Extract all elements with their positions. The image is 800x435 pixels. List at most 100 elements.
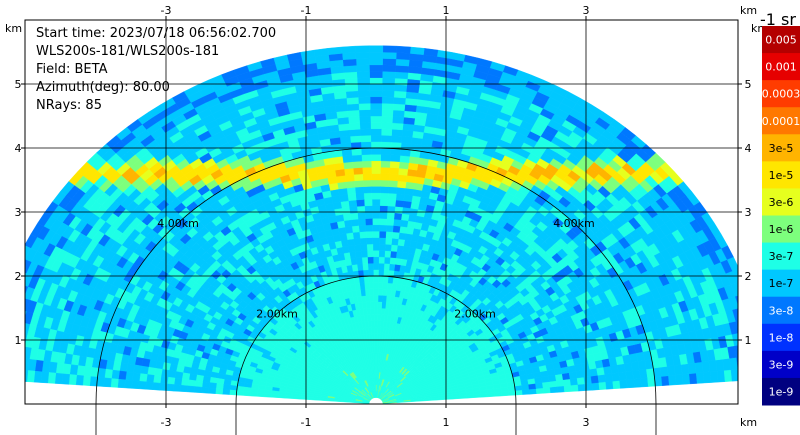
beta-cell	[341, 52, 357, 60]
beta-cell	[380, 320, 385, 328]
beta-cell	[393, 84, 408, 92]
beta-cell	[365, 224, 373, 232]
beta-cell	[388, 263, 396, 271]
beta-cell	[380, 141, 392, 149]
beta-cell	[389, 154, 401, 162]
beta-cell	[378, 250, 386, 258]
beta-cell	[3, 306, 13, 320]
beta-cell	[208, 382, 217, 389]
beta-cell	[743, 356, 752, 369]
unit-label: km	[5, 22, 22, 35]
beta-cell	[348, 199, 358, 208]
beta-cell	[364, 205, 373, 213]
beta-cell	[343, 219, 353, 228]
beta-cell	[382, 58, 397, 66]
y-tick-label-right: 5	[745, 78, 752, 91]
beta-cell	[373, 275, 379, 283]
beta-cell	[187, 379, 197, 387]
beta-cell	[340, 200, 350, 209]
beta-cell	[327, 46, 343, 55]
beta-field-cells	[0, 45, 752, 404]
beta-cell	[61, 373, 70, 385]
beta-cell	[399, 219, 409, 228]
beta-cell	[0, 304, 6, 318]
beta-cell	[103, 377, 112, 388]
beta-cell	[385, 295, 391, 303]
beta-cell	[675, 374, 684, 386]
x-tick-label-top: 3	[583, 4, 590, 17]
colorbar: 0.0050.0010.00030.00013e-51e-53e-61e-63e…	[760, 10, 800, 406]
beta-cell	[342, 161, 354, 170]
beta-cell	[361, 256, 369, 264]
beta-cell	[389, 167, 400, 175]
beta-cell	[394, 257, 402, 266]
beta-cell	[359, 128, 372, 136]
beta-cell	[25, 369, 29, 382]
beta-cell	[13, 369, 21, 381]
beta-cell	[222, 384, 231, 391]
beta-cell	[250, 391, 258, 397]
beta-cell	[379, 211, 388, 219]
beta-cell	[341, 45, 356, 54]
beta-cell	[125, 371, 134, 381]
beta-cell	[372, 211, 380, 219]
beta-cell	[370, 314, 375, 322]
x-tick-label-top: -1	[301, 4, 312, 17]
beta-cell	[381, 83, 395, 92]
beta-cell	[372, 243, 380, 251]
beta-cell	[377, 326, 381, 334]
beta-cell	[370, 141, 382, 149]
beta-cell	[369, 90, 383, 98]
beta-cell	[397, 167, 409, 176]
beta-cell	[370, 115, 382, 123]
beta-cell	[362, 269, 369, 277]
beta-cell	[2, 344, 11, 357]
beta-cell	[381, 301, 387, 309]
beta-cell	[378, 237, 386, 245]
beta-cell	[284, 395, 293, 399]
beta-cell	[363, 186, 373, 194]
beta-cell	[352, 231, 361, 240]
colorbar-title: -1 sr	[760, 10, 796, 29]
beta-cell	[363, 192, 373, 200]
beta-cell	[371, 186, 381, 194]
beta-cell	[381, 109, 394, 117]
beta-cell	[68, 374, 77, 386]
beta-cell	[380, 166, 390, 175]
beta-cell	[380, 160, 391, 168]
beta-cell	[215, 388, 224, 395]
beta-cell	[734, 295, 738, 306]
beta-cell	[393, 218, 402, 227]
beta-cell	[132, 372, 141, 382]
beta-cell	[702, 371, 712, 384]
beta-cell	[380, 173, 390, 181]
beta-cell	[358, 224, 367, 233]
beta-cell	[372, 224, 380, 232]
beta-cell	[104, 368, 113, 379]
beta-cell	[563, 384, 572, 393]
beta-cell	[354, 186, 365, 194]
beta-cell	[13, 296, 24, 309]
beta-cell	[152, 375, 162, 384]
beta-cell	[398, 232, 407, 240]
beta-cell	[390, 135, 403, 143]
beta-cell	[277, 394, 286, 399]
beta-cell	[208, 387, 217, 394]
beta-cell	[194, 380, 203, 388]
beta-cell	[392, 109, 405, 118]
colorbar-label: 3e-9	[769, 358, 794, 371]
beta-cell	[146, 374, 155, 383]
beta-cell	[562, 378, 572, 387]
beta-cell	[40, 371, 50, 384]
beta-cell	[360, 250, 368, 258]
x-tick-label-top: 1	[443, 4, 450, 17]
beta-cell	[369, 64, 383, 72]
beta-cell	[723, 369, 733, 382]
beta-cell	[360, 141, 372, 149]
beta-cell	[344, 225, 353, 234]
beta-cell	[4, 332, 13, 345]
beta-cell	[346, 96, 359, 105]
beta-cell	[362, 263, 369, 271]
beta-cell	[367, 269, 374, 277]
beta-cell	[357, 96, 371, 104]
